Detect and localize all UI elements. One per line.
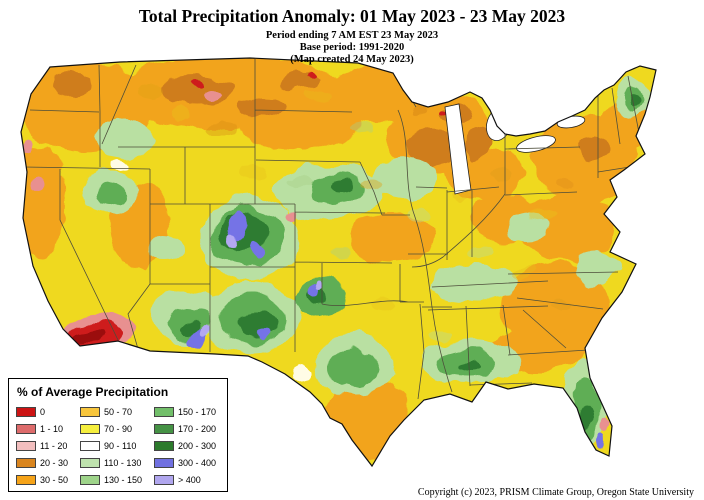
legend-item: 11 - 20 bbox=[16, 439, 72, 453]
legend-label: 20 - 30 bbox=[40, 458, 69, 468]
legend-item: 1 - 10 bbox=[16, 422, 72, 436]
legend-label: 0 bbox=[40, 407, 46, 417]
legend-swatch bbox=[154, 441, 174, 451]
legend-swatch bbox=[154, 407, 174, 417]
legend-item: 170 - 200 bbox=[154, 422, 220, 436]
legend-label: 70 - 90 bbox=[104, 424, 133, 434]
legend-item: 150 - 170 bbox=[154, 405, 220, 419]
legend-swatch bbox=[80, 407, 100, 417]
legend-label: 1 - 10 bbox=[40, 424, 64, 434]
legend-items: 0 1 - 10 11 - 20 20 - 30 30 - 50 50 - 70 70 - … bbox=[16, 405, 220, 487]
legend-item: 70 - 90 bbox=[80, 422, 146, 436]
us-precipitation-map bbox=[20, 57, 657, 468]
state-borders bbox=[23, 59, 641, 400]
legend-swatch bbox=[80, 441, 100, 451]
legend-swatch bbox=[80, 475, 100, 485]
legend-label: 130 - 150 bbox=[104, 475, 143, 485]
mottle-texture bbox=[138, 85, 572, 340]
legend-label: > 400 bbox=[178, 475, 201, 485]
map-area bbox=[0, 52, 704, 492]
legend-swatch bbox=[80, 458, 100, 468]
subtitle-base-period: Base period: 1991-2020 bbox=[299, 42, 405, 53]
legend-item: > 400 bbox=[154, 473, 220, 487]
legend-label: 170 - 200 bbox=[178, 424, 217, 434]
legend-item: 110 - 130 bbox=[80, 456, 146, 470]
legend-label: 300 - 400 bbox=[178, 458, 217, 468]
legend-item: 50 - 70 bbox=[80, 405, 146, 419]
legend-label: 150 - 170 bbox=[178, 407, 217, 417]
legend-item: 300 - 400 bbox=[154, 456, 220, 470]
legend-swatch bbox=[154, 475, 174, 485]
legend-label: 110 - 130 bbox=[104, 458, 142, 468]
subtitle-period: Period ending 7 AM EST 23 May 2023 bbox=[265, 30, 439, 41]
legend-label: 200 - 300 bbox=[178, 441, 217, 451]
legend-swatch bbox=[154, 424, 174, 434]
subtitle-created: (Map created 24 May 2023) bbox=[290, 54, 414, 65]
legend-label: 90 - 110 bbox=[104, 441, 137, 451]
legend-label: 11 - 20 bbox=[40, 441, 68, 451]
legend-swatch bbox=[16, 424, 36, 434]
page-title: Total Precipitation Anomaly: 01 May 2023… bbox=[138, 6, 566, 26]
legend-swatch bbox=[16, 458, 36, 468]
legend-item: 130 - 150 bbox=[80, 473, 146, 487]
legend-item: 20 - 30 bbox=[16, 456, 72, 470]
legend-item: 200 - 300 bbox=[154, 439, 220, 453]
legend-label: 30 - 50 bbox=[40, 475, 69, 485]
copyright-text: Copyright (c) 2023, PRISM Climate Group,… bbox=[417, 487, 694, 498]
legend-item: 90 - 110 bbox=[80, 439, 146, 453]
legend-swatch bbox=[16, 441, 36, 451]
legend-item: 0 bbox=[16, 405, 72, 419]
legend-swatch bbox=[16, 407, 36, 417]
legend-title: % of Average Precipitation bbox=[17, 385, 169, 399]
legend-label: 50 - 70 bbox=[104, 407, 133, 417]
legend-item: 30 - 50 bbox=[16, 473, 72, 487]
legend: % of Average Precipitation 0 1 - 10 11 - 2… bbox=[8, 378, 228, 492]
legend-swatch bbox=[154, 458, 174, 468]
legend-swatch bbox=[16, 475, 36, 485]
map-header: Total Precipitation Anomaly: 01 May 2023… bbox=[0, 6, 704, 66]
us-outline bbox=[20, 57, 657, 468]
legend-swatch bbox=[80, 424, 100, 434]
